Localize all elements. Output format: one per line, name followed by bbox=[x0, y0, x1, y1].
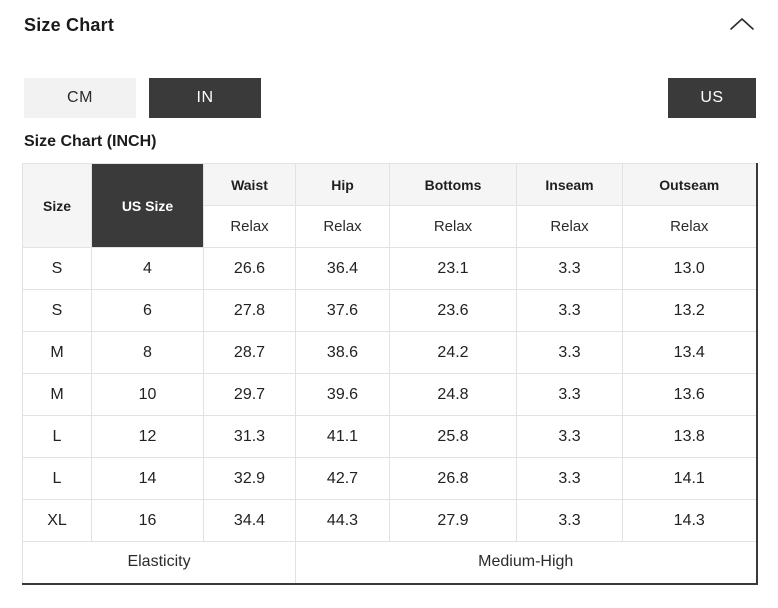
inseam-cell: 3.3 bbox=[516, 289, 623, 332]
outseam-fit-cell: Relax bbox=[622, 205, 757, 248]
bottoms-cell: 24.2 bbox=[389, 331, 517, 374]
size-column-header: Size bbox=[22, 163, 92, 248]
size-cell: M bbox=[22, 331, 92, 374]
us-size-cell: 8 bbox=[91, 331, 204, 374]
table-row: L 14 32.9 42.7 26.8 3.3 14.1 bbox=[22, 457, 757, 500]
unit-toggle-row: CM IN US bbox=[22, 78, 756, 118]
outseam-cell: 13.2 bbox=[622, 289, 757, 332]
us-size-cell: 4 bbox=[91, 247, 204, 290]
us-size-cell: 14 bbox=[91, 457, 204, 500]
size-cell: L bbox=[22, 415, 92, 458]
page-title: Size Chart bbox=[24, 15, 115, 35]
bottoms-column-header: Bottoms bbox=[389, 163, 517, 206]
size-cell: S bbox=[22, 247, 92, 290]
elasticity-value: Medium-High bbox=[295, 541, 757, 584]
elasticity-row: Elasticity Medium-High bbox=[22, 541, 757, 584]
inseam-column-header: Inseam bbox=[516, 163, 623, 206]
unit-cm-button[interactable]: CM bbox=[24, 78, 136, 118]
outseam-cell: 14.1 bbox=[622, 457, 757, 500]
table-row: XL 16 34.4 44.3 27.9 3.3 14.3 bbox=[22, 499, 757, 542]
inseam-cell: 3.3 bbox=[516, 499, 623, 542]
bottoms-cell: 27.9 bbox=[389, 499, 517, 542]
collapse-toggle-button[interactable] bbox=[728, 16, 756, 32]
waist-cell: 29.7 bbox=[203, 373, 296, 416]
inseam-cell: 3.3 bbox=[516, 331, 623, 374]
inseam-cell: 3.3 bbox=[516, 457, 623, 500]
bottoms-cell: 26.8 bbox=[389, 457, 517, 500]
region-us-button[interactable]: US bbox=[668, 78, 756, 118]
waist-cell: 32.9 bbox=[203, 457, 296, 500]
table-row: L 12 31.3 41.1 25.8 3.3 13.8 bbox=[22, 415, 757, 458]
size-chart-header: Size Chart bbox=[22, 0, 756, 36]
column-header-row: Size US Size Waist Hip Bottoms Inseam Ou… bbox=[22, 163, 757, 248]
waist-cell: 26.6 bbox=[203, 247, 296, 290]
hip-cell: 42.7 bbox=[295, 457, 390, 500]
size-cell: M bbox=[22, 373, 92, 416]
hip-column-header: Hip bbox=[295, 163, 390, 206]
hip-cell: 38.6 bbox=[295, 331, 390, 374]
table-row: S 4 26.6 36.4 23.1 3.3 13.0 bbox=[22, 247, 757, 290]
hip-cell: 36.4 bbox=[295, 247, 390, 290]
hip-cell: 37.6 bbox=[295, 289, 390, 332]
elasticity-label: Elasticity bbox=[22, 541, 296, 584]
size-table-foot: Elasticity Medium-High bbox=[22, 541, 757, 584]
size-cell: XL bbox=[22, 499, 92, 542]
outseam-cell: 13.4 bbox=[622, 331, 757, 374]
unit-in-button[interactable]: IN bbox=[149, 78, 261, 118]
bottoms-cell: 24.8 bbox=[389, 373, 517, 416]
size-cell: L bbox=[22, 457, 92, 500]
table-row: M 10 29.7 39.6 24.8 3.3 13.6 bbox=[22, 373, 757, 416]
inseam-cell: 3.3 bbox=[516, 415, 623, 458]
table-row: M 8 28.7 38.6 24.2 3.3 13.4 bbox=[22, 331, 757, 374]
inseam-cell: 3.3 bbox=[516, 373, 623, 416]
chevron-up-icon bbox=[728, 18, 756, 35]
outseam-column-header: Outseam bbox=[622, 163, 757, 206]
bottoms-cell: 23.6 bbox=[389, 289, 517, 332]
waist-fit-cell: Relax bbox=[203, 205, 296, 248]
hip-cell: 39.6 bbox=[295, 373, 390, 416]
inseam-cell: 3.3 bbox=[516, 247, 623, 290]
size-table-body: S 4 26.6 36.4 23.1 3.3 13.0 S 6 27.8 37.6 23.6 3.3 13… bbox=[22, 247, 757, 542]
size-cell: S bbox=[22, 289, 92, 332]
us-size-cell: 6 bbox=[91, 289, 204, 332]
us-size-cell: 16 bbox=[91, 499, 204, 542]
size-table: Size US Size Waist Hip Bottoms Inseam Ou… bbox=[22, 163, 758, 585]
bottoms-cell: 25.8 bbox=[389, 415, 517, 458]
waist-cell: 27.8 bbox=[203, 289, 296, 332]
size-table-head: Size US Size Waist Hip Bottoms Inseam Ou… bbox=[22, 163, 757, 248]
waist-column-header: Waist bbox=[203, 163, 296, 206]
inseam-fit-cell: Relax bbox=[516, 205, 623, 248]
us-size-cell: 12 bbox=[91, 415, 204, 458]
table-title: Size Chart (INCH) bbox=[24, 133, 157, 150]
outseam-cell: 13.8 bbox=[622, 415, 757, 458]
bottoms-fit-cell: Relax bbox=[389, 205, 517, 248]
waist-cell: 28.7 bbox=[203, 331, 296, 374]
us-size-column-header: US Size bbox=[91, 163, 204, 248]
outseam-cell: 13.6 bbox=[622, 373, 757, 416]
bottoms-cell: 23.1 bbox=[389, 247, 517, 290]
table-row: S 6 27.8 37.6 23.6 3.3 13.2 bbox=[22, 289, 757, 332]
hip-fit-cell: Relax bbox=[295, 205, 390, 248]
outseam-cell: 14.3 bbox=[622, 499, 757, 542]
us-size-cell: 10 bbox=[91, 373, 204, 416]
hip-cell: 41.1 bbox=[295, 415, 390, 458]
outseam-cell: 13.0 bbox=[622, 247, 757, 290]
waist-cell: 31.3 bbox=[203, 415, 296, 458]
hip-cell: 44.3 bbox=[295, 499, 390, 542]
fit-type-row: Relax Relax Relax Relax Relax bbox=[23, 205, 757, 248]
waist-cell: 34.4 bbox=[203, 499, 296, 542]
